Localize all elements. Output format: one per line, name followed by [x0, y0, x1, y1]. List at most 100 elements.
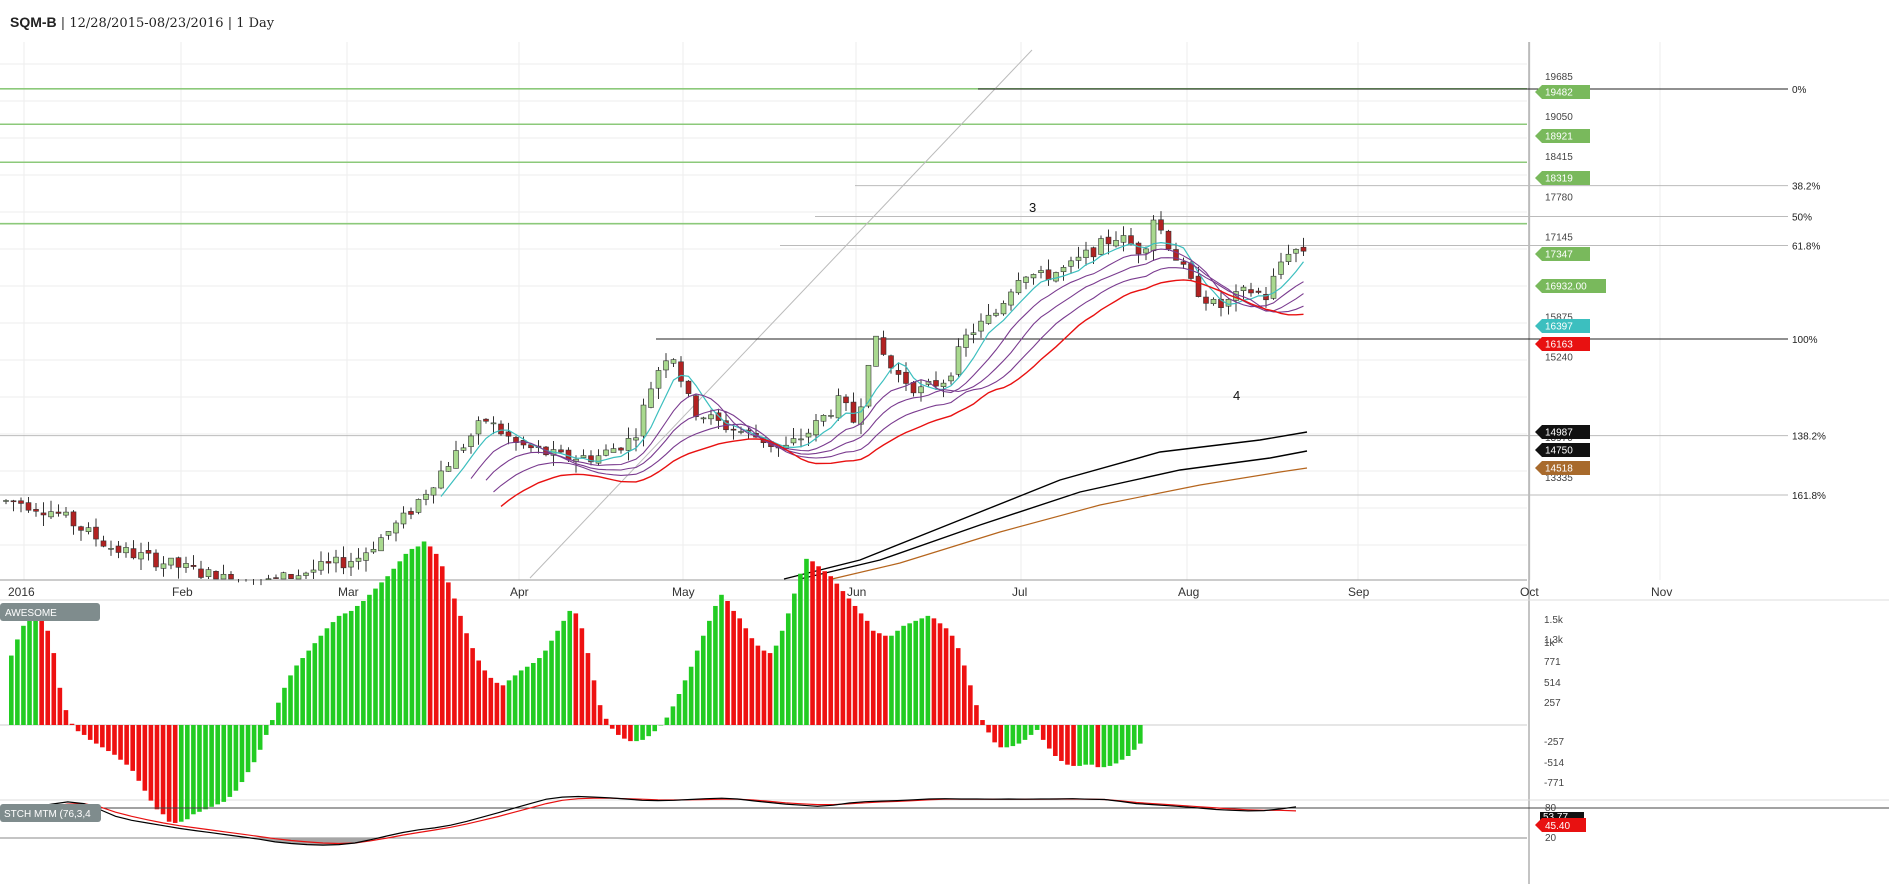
candle-body — [430, 487, 437, 496]
ao-bar — [1016, 725, 1022, 744]
fib-level-label: 0% — [1792, 85, 1807, 96]
ao-bar — [221, 725, 227, 802]
candle-body — [1293, 249, 1299, 254]
price-badge-label: 19482 — [1545, 88, 1573, 99]
candle-body — [78, 526, 84, 531]
ao-bar — [458, 615, 463, 725]
candle-body — [1173, 249, 1179, 261]
candle-body — [903, 371, 909, 384]
ao-axis-label: -257 — [1544, 737, 1564, 748]
price-axis-label: 17145 — [1545, 232, 1573, 243]
price-badge — [1535, 319, 1590, 333]
labels: 2016 Feb Mar Apr May Jun Jul Aug Sep Oct Nov 3 4 — [8, 200, 1672, 599]
fib-level-label: 50% — [1792, 213, 1812, 224]
candle-body — [1128, 235, 1134, 245]
ao-axis-label: 514 — [1544, 678, 1561, 689]
ao-bar — [816, 566, 821, 725]
candle-body — [835, 395, 842, 419]
ao-bar — [452, 598, 457, 725]
ao-bar — [755, 645, 761, 725]
ao-bar — [270, 720, 275, 725]
ao-bar — [75, 725, 81, 732]
ao-bar — [931, 618, 937, 725]
month-label: Jul — [1012, 585, 1027, 599]
ao-bar — [15, 639, 20, 725]
ao-bar — [294, 665, 299, 725]
ao-bar — [1077, 725, 1082, 766]
candle-body — [228, 574, 234, 580]
ao-bar — [543, 650, 548, 725]
stoch-badge-hidden-label: 53.77 — [1543, 812, 1568, 823]
ao-bar — [397, 561, 403, 725]
candle-body — [1165, 230, 1172, 250]
ema-purple-line — [493, 267, 1304, 493]
ao-bar — [792, 593, 797, 725]
ao-bar — [622, 725, 627, 739]
ao-bar — [330, 622, 336, 725]
ao-bar — [427, 546, 433, 725]
ao-bar — [743, 628, 749, 725]
ao-bar — [749, 638, 755, 725]
ao-bar — [773, 645, 779, 725]
month-label: May — [672, 585, 695, 599]
ao-bar — [725, 601, 730, 725]
ao-bar — [961, 665, 967, 725]
ao-bar — [464, 633, 469, 725]
ao-bar — [992, 725, 997, 743]
candle-body — [1000, 303, 1007, 315]
candle-body — [1135, 242, 1142, 255]
fib-level-label: 100% — [1792, 335, 1818, 346]
ao-bar — [112, 725, 117, 755]
candle-body — [1045, 269, 1052, 281]
ao-bar — [877, 633, 882, 725]
wave-label-3: 3 — [1029, 200, 1036, 215]
candle-body — [220, 573, 227, 580]
candle-body — [415, 499, 422, 513]
panel-title-tag — [0, 804, 101, 822]
stoch-axis-label: 20 — [1545, 833, 1557, 844]
ao-bar — [870, 630, 876, 725]
candle-body — [730, 428, 737, 431]
ao-bar — [488, 677, 494, 725]
ao-bar — [567, 610, 573, 725]
ao-bar — [178, 725, 184, 822]
trend-line — [529, 49, 1033, 579]
price-axis: 1968519050184151778017145158751524013970… — [1535, 72, 1606, 484]
price-badge-label: 14987 — [1545, 428, 1573, 439]
candle-body — [40, 512, 47, 516]
month-label: Oct — [1520, 585, 1539, 599]
ma-brown-line — [831, 467, 1308, 580]
ao-bar — [385, 576, 390, 725]
ao-bar — [39, 615, 44, 725]
price-axis-label: 17780 — [1545, 192, 1573, 203]
candle-body — [595, 455, 602, 464]
candle-body — [460, 447, 467, 451]
candle-body — [333, 556, 339, 564]
ao-bar — [276, 702, 281, 725]
candle-body — [280, 572, 287, 580]
ao-bar — [1034, 725, 1040, 730]
ao-bar — [597, 705, 603, 725]
candle-body — [348, 561, 354, 568]
candle-body — [948, 375, 954, 382]
price-badge-label: 16397 — [1545, 322, 1573, 333]
candle-body — [370, 548, 377, 553]
candle-body — [618, 447, 624, 451]
ao-bar — [913, 620, 919, 725]
ao-bar — [100, 725, 105, 748]
ao-bar — [1125, 725, 1131, 756]
ao-bar — [864, 620, 870, 725]
candle-body — [1158, 219, 1164, 231]
ao-bar — [700, 635, 706, 725]
candle-body — [558, 449, 564, 453]
price-badge-label: 14750 — [1545, 446, 1573, 457]
month-label: Nov — [1651, 585, 1672, 599]
candle-body — [85, 527, 92, 532]
candle-body — [310, 569, 317, 573]
candle-body — [3, 500, 9, 502]
ao-bar — [646, 725, 651, 737]
ao-bar — [664, 717, 670, 725]
candle-body — [205, 569, 212, 577]
candle-body — [1263, 293, 1269, 301]
